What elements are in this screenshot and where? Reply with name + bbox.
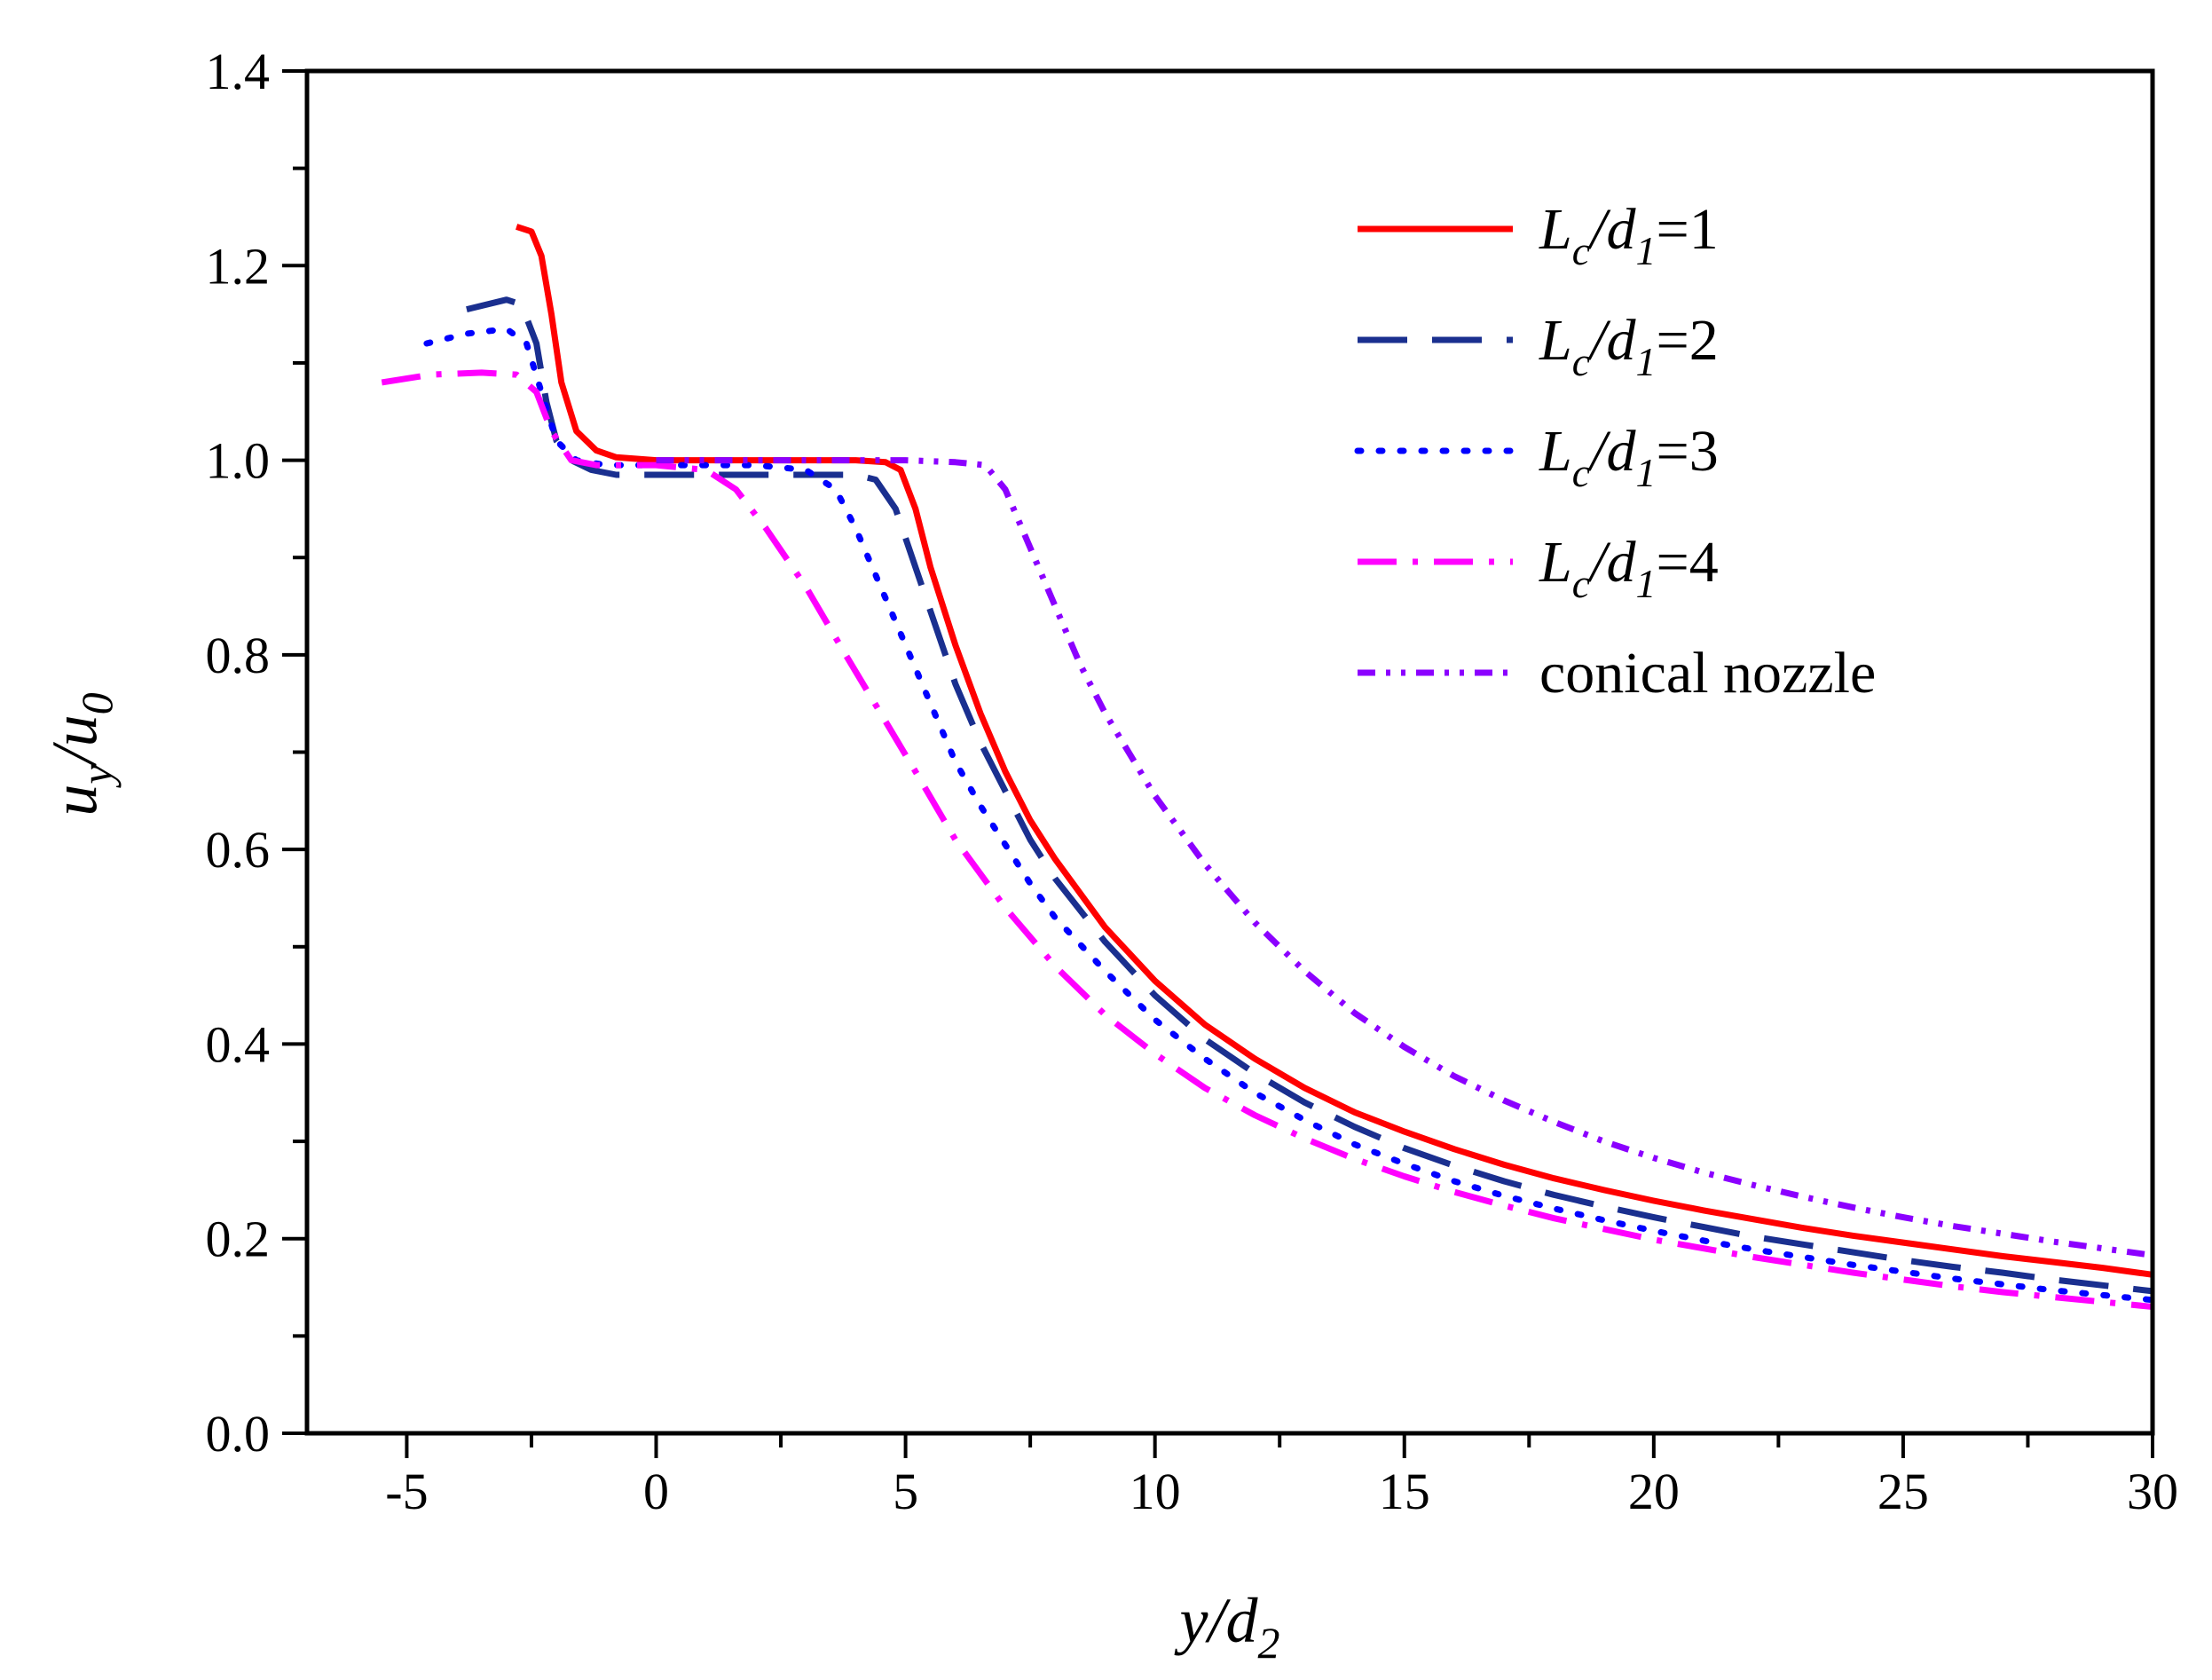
y-axis-title-u0: /u xyxy=(39,714,110,768)
x-tick-label-4: 15 xyxy=(1379,1463,1430,1520)
series-line-0 xyxy=(516,224,2153,1278)
x-axis-title-sub: 2 xyxy=(1257,1618,1279,1668)
series-line-4 xyxy=(656,457,2153,1258)
legend-label-lc2: Lc/d1=2 xyxy=(1539,308,1719,384)
y-tick-label-4: 0.8 xyxy=(206,627,271,684)
y-tick-label-0: 0.0 xyxy=(206,1405,271,1463)
plot-frame xyxy=(304,68,2155,1436)
tick-labels: -5 0 5 10 15 20 25 30 0.0 0.2 0.4 0.6 0.8 1.0 1.2 1.4 xyxy=(206,43,2179,1520)
y-axis-title-sub2: 0 xyxy=(72,692,122,714)
legend-label-conical: conical nozzle xyxy=(1539,641,1876,706)
x-axis-title: y/d2 xyxy=(1174,1585,1280,1668)
ticks-layer xyxy=(282,69,2154,1458)
x-tick-label-0: -5 xyxy=(385,1463,428,1520)
y-tick-label-7: 1.4 xyxy=(206,43,271,100)
y-tick-label-3: 0.6 xyxy=(206,821,271,879)
x-tick-label-3: 10 xyxy=(1130,1463,1181,1520)
series-layer xyxy=(381,224,2156,1310)
x-tick-label-6: 25 xyxy=(1877,1463,1929,1520)
series-line-3 xyxy=(381,369,2153,1310)
x-tick-label-7: 30 xyxy=(2127,1463,2178,1520)
y-tick-label-6: 1.2 xyxy=(206,237,271,295)
y-axis-title-sub1: y xyxy=(72,764,122,789)
legend-label-lc1: Lc/d1=1 xyxy=(1539,197,1719,273)
x-tick-label-2: 5 xyxy=(893,1463,918,1520)
legend-label-lc3: Lc/d1=3 xyxy=(1539,419,1719,495)
legend-label-lc4: Lc/d1=4 xyxy=(1539,530,1719,606)
y-tick-label-1: 0.2 xyxy=(206,1211,271,1268)
y-axis-title: uy/u0 xyxy=(39,692,122,816)
x-tick-label-1: 0 xyxy=(643,1463,669,1520)
series-line-2 xyxy=(423,326,2156,1304)
series-line-1 xyxy=(466,296,2153,1295)
y-tick-label-2: 0.4 xyxy=(206,1015,271,1073)
x-axis-title-base: y/d xyxy=(1174,1585,1259,1656)
legend: Lc/d1=1 Lc/d1=2 Lc/d1=3 Lc/d1=4 conical … xyxy=(1354,197,1876,706)
y-tick-label-5: 1.0 xyxy=(206,432,271,490)
x-tick-label-5: 20 xyxy=(1628,1463,1680,1520)
y-axis-title-u: u xyxy=(39,785,110,816)
